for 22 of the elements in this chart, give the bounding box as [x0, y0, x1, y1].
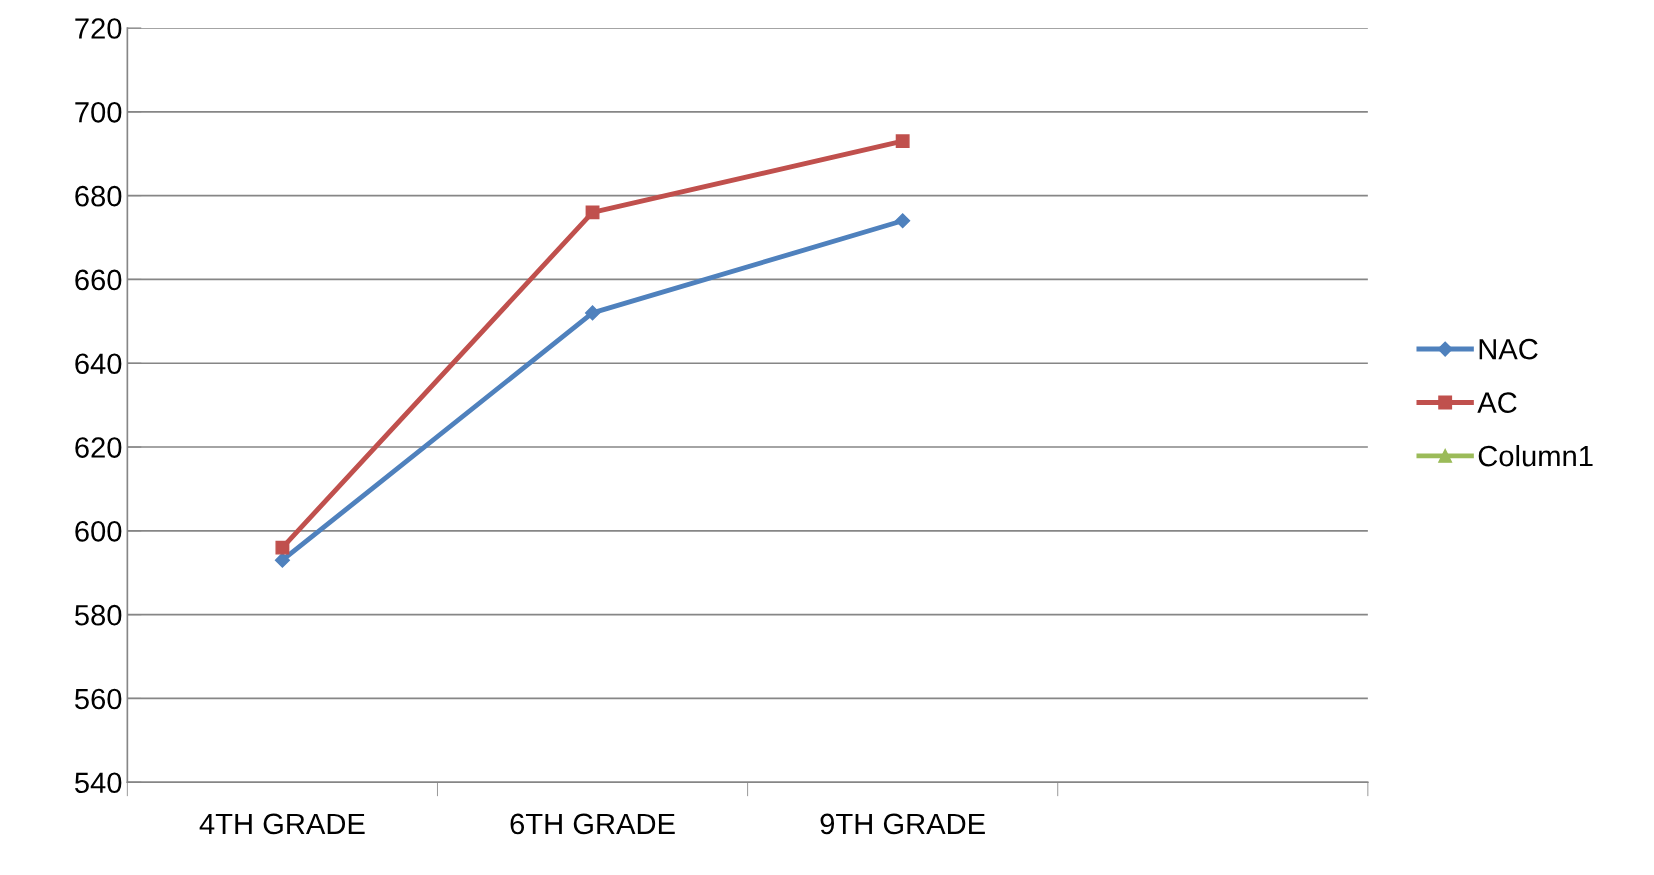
- point: [275, 540, 290, 555]
- y-tick-label: 680: [75, 185, 122, 207]
- legend-label: Column1: [1478, 444, 1593, 467]
- x-tick-label: 9TH GRADE: [820, 813, 985, 835]
- point: [584, 305, 601, 321]
- point: [895, 134, 910, 149]
- y-tick-label: 540: [75, 772, 122, 794]
- y-tick-label: 620: [75, 437, 122, 458]
- legend-label: AC: [1477, 392, 1517, 413]
- y-tick-label: 720: [75, 18, 122, 39]
- y-tick-label: 560: [75, 688, 122, 710]
- y-tick-label: 640: [75, 353, 122, 375]
- y-tick-label: 700: [75, 102, 122, 123]
- point: [585, 205, 600, 220]
- legend-label: NAC: [1479, 338, 1538, 360]
- point: [274, 552, 290, 568]
- y-tick-label: 660: [75, 269, 122, 291]
- x-tick-label: 6TH GRADE: [510, 813, 675, 835]
- y-tick-label: 580: [75, 604, 122, 626]
- x-tick-label: 4TH GRADE: [199, 813, 365, 835]
- point: [895, 213, 911, 229]
- y-tick-label: 600: [75, 521, 122, 542]
